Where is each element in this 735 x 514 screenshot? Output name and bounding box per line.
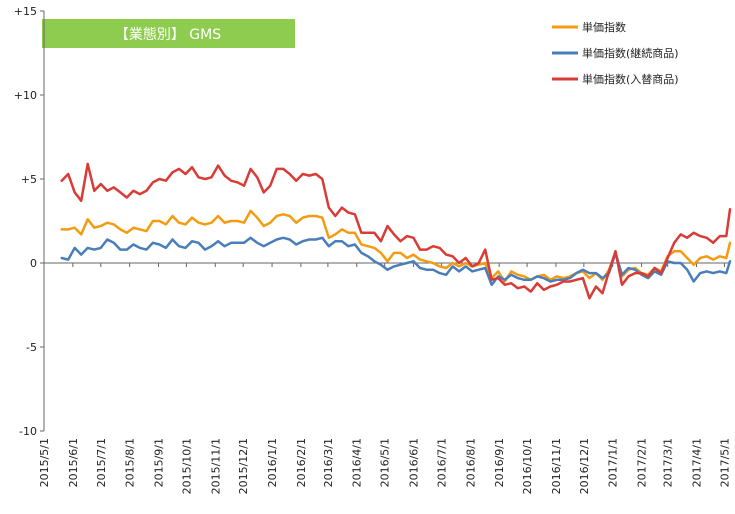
legend-label-3: 単価指数(入替商品): [582, 72, 679, 86]
x-tick-label: 2016/10/1: [521, 438, 534, 494]
x-tick-label: 2017/4/1: [690, 438, 703, 487]
x-tick-label: 2016/7/1: [435, 438, 448, 487]
x-tick-label: 2016/4/1: [351, 438, 364, 487]
chart-title-box: [42, 19, 295, 48]
x-tick-label: 2015/8/1: [124, 438, 137, 487]
y-tick-label: +5: [21, 173, 37, 186]
x-tick-label: 2016/8/1: [464, 438, 477, 487]
x-tick-label: 2017/1/1: [607, 438, 620, 487]
x-tick-label: 2017/3/1: [662, 438, 675, 487]
x-tick-label: 2016/5/1: [379, 438, 392, 487]
legend-label-2: 単価指数(継続商品): [582, 46, 679, 60]
x-tick-label: 2015/5/1: [38, 438, 51, 487]
x-tick-label: 2017/2/1: [636, 438, 649, 487]
y-tick-label: -10: [19, 425, 37, 438]
y-tick-label: +10: [14, 89, 37, 102]
legend-label-1: 単価指数: [582, 20, 626, 34]
x-tick-label: 2016/12/1: [578, 438, 591, 494]
x-tick-label: 2016/11/1: [550, 438, 563, 494]
x-tick-label: 2015/9/1: [152, 438, 165, 487]
series-line-3: [60, 162, 732, 300]
x-tick-label: 2016/1/1: [266, 438, 279, 487]
x-tick-label: 2015/10/1: [180, 438, 193, 494]
y-tick-label: -5: [26, 341, 37, 354]
x-tick-label: 2016/3/1: [322, 438, 335, 487]
x-tick-label: 2016/2/1: [295, 438, 308, 487]
y-tick-label: 0: [30, 257, 37, 270]
x-tick-label: 2015/7/1: [95, 438, 108, 487]
x-tick-label: 2016/9/1: [493, 438, 506, 487]
series-line-2: [60, 236, 732, 287]
y-tick-label: +15: [14, 5, 37, 18]
x-tick-label: 2015/11/1: [209, 438, 222, 494]
x-tick-label: 2016/6/1: [408, 438, 421, 487]
x-tick-label: 2015/12/1: [237, 438, 250, 494]
x-tick-label: 2015/6/1: [67, 438, 80, 487]
x-tick-label: 2017/5/1: [718, 438, 731, 487]
chart-title: 【業態別】 GMS: [115, 27, 221, 43]
